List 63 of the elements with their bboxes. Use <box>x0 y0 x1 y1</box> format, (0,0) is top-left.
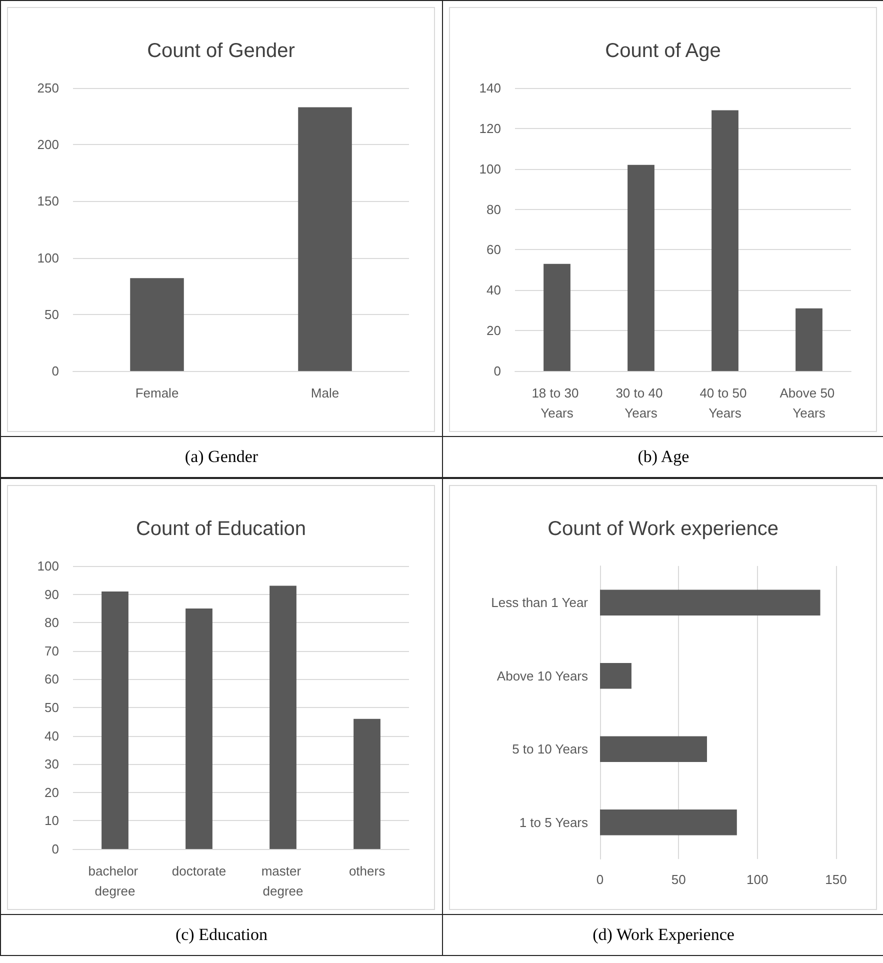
x-tick-label: 40 to 50 Years <box>700 386 750 420</box>
text: (a) Gender <box>1 436 442 477</box>
x-tick-label: 18 to 30 Years <box>532 386 582 420</box>
y-tick-label: 200 <box>37 137 59 152</box>
bar <box>600 736 707 762</box>
bar <box>544 264 570 371</box>
x-tick-label: 0 <box>596 872 604 887</box>
x-tick-label: doctorate <box>172 864 226 878</box>
text: (c) Education <box>1 914 442 955</box>
bar <box>186 608 212 849</box>
x-tick-label: 50 <box>671 872 686 887</box>
x-tick-label: Above 50 Years <box>780 386 838 420</box>
chart-title: Count of Gender <box>147 40 296 62</box>
y-tick-label: 60 <box>44 672 59 687</box>
x-tick-label: bachelor degree <box>88 864 142 898</box>
y-tick-label: 50 <box>44 306 59 322</box>
y-tick-label: 100 <box>37 558 59 574</box>
bar <box>628 164 654 371</box>
y-tick-label: 150 <box>37 194 59 209</box>
text: (b) Age <box>443 436 883 477</box>
y-tick-label: 10 <box>44 813 59 828</box>
x-tick-label: 30 to 40 Years <box>616 386 666 420</box>
y-tick-label: 0 <box>494 364 501 378</box>
chart-title: Count of Work experience <box>548 518 778 540</box>
y-tick-label: 80 <box>486 202 501 217</box>
y-tick-label: 0 <box>52 364 59 378</box>
bar <box>600 590 820 616</box>
bar <box>354 718 380 849</box>
y-tick-label: 1 to 5 Years <box>519 814 588 830</box>
y-tick-label: Less than 1 Year <box>491 595 589 610</box>
y-tick-label: 60 <box>486 242 501 258</box>
x-tick-label: master degree <box>261 864 305 898</box>
x-tick-label: others <box>348 864 386 878</box>
y-tick-label: 40 <box>44 728 59 744</box>
text: (d) Work Experience <box>443 914 883 955</box>
bar <box>600 810 737 836</box>
y-tick-label: 5 to 10 Years <box>512 742 588 757</box>
y-tick-label: 100 <box>479 161 501 176</box>
x-tick-label: 100 <box>746 872 768 887</box>
y-tick-label: Above 10 Years <box>496 668 588 684</box>
y-tick-label: 50 <box>44 700 59 715</box>
x-tick-label: Female <box>135 386 179 400</box>
y-tick-label: 0 <box>52 842 59 856</box>
y-tick-label: 250 <box>37 80 59 96</box>
y-tick-label: 80 <box>44 615 59 630</box>
bar <box>270 586 296 849</box>
y-tick-label: 20 <box>486 323 501 338</box>
bar <box>102 591 128 849</box>
y-tick-label: 20 <box>44 784 59 800</box>
x-tick-label: Male <box>310 386 340 400</box>
y-tick-label: 30 <box>44 756 59 772</box>
x-tick-label: 150 <box>825 872 847 887</box>
bar <box>600 663 632 689</box>
y-tick-label: 100 <box>37 250 59 266</box>
y-tick-label: 90 <box>44 586 59 602</box>
y-tick-label: 120 <box>479 120 501 136</box>
chart-title: Count of Age <box>605 40 721 62</box>
bar <box>796 308 822 371</box>
y-tick-label: 140 <box>479 80 501 96</box>
y-tick-label: 40 <box>486 282 501 298</box>
chart-title: Count of Education <box>136 518 306 540</box>
bar <box>712 110 738 371</box>
y-tick-label: 70 <box>44 643 59 658</box>
